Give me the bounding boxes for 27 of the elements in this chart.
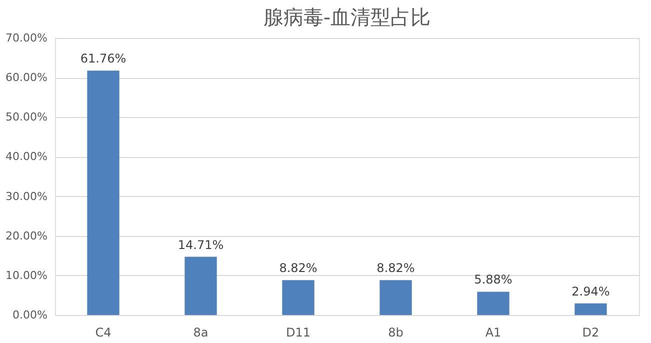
y-tick-label: 60.00% — [6, 71, 48, 84]
y-tick-label: 70.00% — [6, 32, 48, 44]
bar — [380, 280, 412, 315]
chart-title: 腺病毒-血清型占比 — [263, 5, 431, 29]
y-tick-label: 50.00% — [6, 110, 48, 124]
bar — [282, 280, 314, 315]
y-tick-label: 30.00% — [6, 190, 48, 203]
x-tick-label: C4 — [95, 326, 112, 340]
bar — [184, 256, 217, 315]
bar — [574, 303, 607, 315]
y-tick-label: 40.00% — [6, 150, 48, 164]
data-label: 8.82% — [279, 261, 318, 276]
y-tick-label: 0.00% — [12, 308, 48, 322]
y-tick-label: 10.00% — [6, 268, 48, 282]
x-tick-label: D2 — [582, 326, 600, 340]
data-label: 14.71% — [178, 238, 224, 252]
x-tick-label: 8b — [388, 326, 404, 340]
y-tick-label: 20.00% — [6, 229, 48, 242]
x-tick-label: A1 — [485, 326, 502, 340]
data-label: 8.82% — [376, 261, 415, 276]
data-label: 61.76% — [80, 52, 126, 66]
bar — [87, 70, 120, 315]
x-tick-label: 8a — [193, 326, 208, 340]
data-label: 2.94% — [572, 284, 610, 298]
bar — [477, 292, 510, 315]
data-label: 5.88% — [474, 272, 512, 287]
x-tick-label: D11 — [286, 326, 311, 340]
